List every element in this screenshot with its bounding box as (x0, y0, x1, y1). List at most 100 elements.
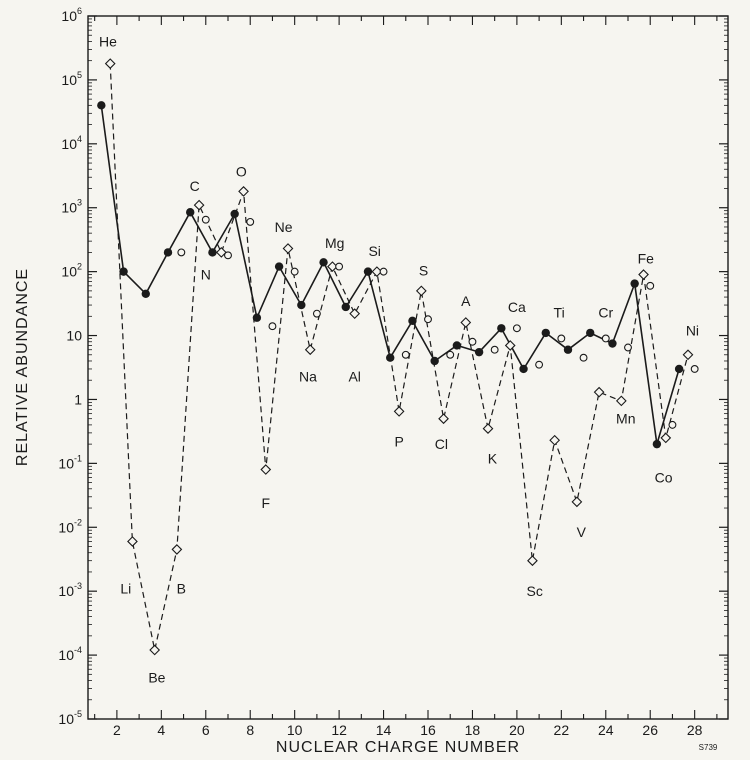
x-tick-label: 20 (509, 722, 525, 738)
data-point-diamond (682, 349, 694, 361)
data-point-diamond (549, 434, 561, 446)
data-point-open (468, 337, 477, 346)
data-point-filled (386, 353, 395, 362)
x-tick-label: 2 (113, 722, 121, 738)
data-point-open (490, 345, 499, 354)
data-point-diamond (349, 308, 361, 320)
element-label: Ni (686, 322, 699, 338)
data-point-filled (230, 209, 239, 219)
data-point-open (424, 315, 432, 324)
y-axis-title: RELATIVE ABUNDANCE (14, 268, 31, 466)
element-label: O (236, 163, 247, 179)
data-point-filled (408, 316, 417, 326)
data-point-filled (119, 267, 128, 276)
element-label: Co (655, 470, 673, 486)
element-label: N (201, 267, 211, 283)
data-point-filled (319, 258, 328, 267)
data-point-filled (563, 345, 573, 354)
data-point-diamond (482, 423, 494, 434)
data-point-filled (363, 267, 373, 276)
data-point-diamond (615, 395, 627, 407)
data-point-filled (97, 101, 106, 110)
data-point-filled (274, 262, 284, 271)
x-tick-label: 24 (598, 722, 614, 738)
data-point-open (290, 267, 299, 276)
data-point-open (177, 248, 186, 257)
element-label: A (461, 293, 471, 309)
data-point-filled (674, 364, 684, 374)
y-tick-label: 10-5 (58, 709, 82, 727)
y-tick-label: 105 (61, 70, 82, 88)
data-point-open (335, 262, 344, 271)
element-label: Mn (616, 411, 635, 427)
data-point-filled (474, 347, 484, 357)
series-2-line (109, 63, 689, 651)
data-point-open (646, 281, 655, 290)
data-point-open (201, 215, 210, 224)
data-point-diamond (282, 243, 294, 254)
x-tick-label: 16 (420, 722, 436, 738)
y-tick-label: 10-1 (58, 453, 82, 471)
y-tick-label: 104 (61, 134, 82, 152)
data-point-filled (497, 324, 506, 333)
data-point-open (401, 350, 410, 359)
element-label: Al (348, 368, 360, 384)
element-label: K (488, 450, 498, 466)
data-point-filled (608, 339, 617, 348)
y-tick-label: 10 (66, 328, 82, 344)
data-point-filled (652, 439, 662, 449)
data-point-diamond (393, 406, 405, 417)
data-point-filled (208, 248, 217, 257)
element-label: Ti (554, 304, 565, 320)
data-point-diamond (238, 186, 249, 197)
element-label: He (99, 33, 117, 49)
element-label: C (190, 178, 200, 194)
element-label: S (419, 262, 428, 278)
data-point-diamond (571, 496, 583, 508)
data-point-open (535, 360, 544, 369)
data-point-diamond (260, 464, 272, 475)
data-point-diamond (193, 199, 205, 211)
data-point-open (224, 251, 232, 260)
data-point-filled (586, 328, 595, 338)
x-tick-label: 6 (202, 722, 210, 738)
series-1-line (100, 105, 680, 445)
data-point-diamond (415, 285, 427, 297)
data-point-filled (141, 289, 150, 298)
y-tick-label: 10-3 (58, 581, 82, 599)
plot-frame (87, 15, 729, 720)
x-tick-label: 8 (246, 722, 254, 738)
series-lines (100, 63, 689, 651)
element-label: V (577, 524, 587, 540)
x-tick-label: 18 (465, 722, 481, 738)
x-tick-label: 14 (376, 722, 392, 738)
data-point-diamond (438, 413, 449, 425)
data-point-filled (430, 356, 439, 366)
data-point-diamond (215, 247, 227, 258)
x-tick-label: 22 (554, 722, 570, 738)
data-point-open (246, 217, 255, 226)
data-point-diamond (171, 544, 183, 555)
data-point-diamond (593, 386, 605, 398)
y-tick-label: 1 (74, 391, 82, 407)
element-label: Si (368, 243, 380, 259)
data-point-filled (297, 300, 306, 310)
data-point-open (601, 334, 610, 343)
data-point-open (512, 324, 521, 333)
element-label: Li (120, 581, 131, 597)
x-tick-label: 10 (287, 722, 303, 738)
data-point-diamond (638, 269, 649, 280)
x-tick-label: 4 (157, 722, 165, 738)
data-point-filled (630, 279, 639, 288)
y-tick-label: 102 (61, 262, 82, 280)
data-point-diamond (460, 317, 472, 328)
data-point-open (312, 309, 321, 318)
data-point-diamond (660, 432, 672, 444)
element-label: Cr (598, 304, 613, 320)
x-tick-label: 12 (331, 722, 347, 738)
data-point-open (446, 350, 455, 359)
data-point-filled (452, 341, 462, 350)
element-label: Ca (508, 299, 526, 315)
series-markers (97, 58, 699, 656)
